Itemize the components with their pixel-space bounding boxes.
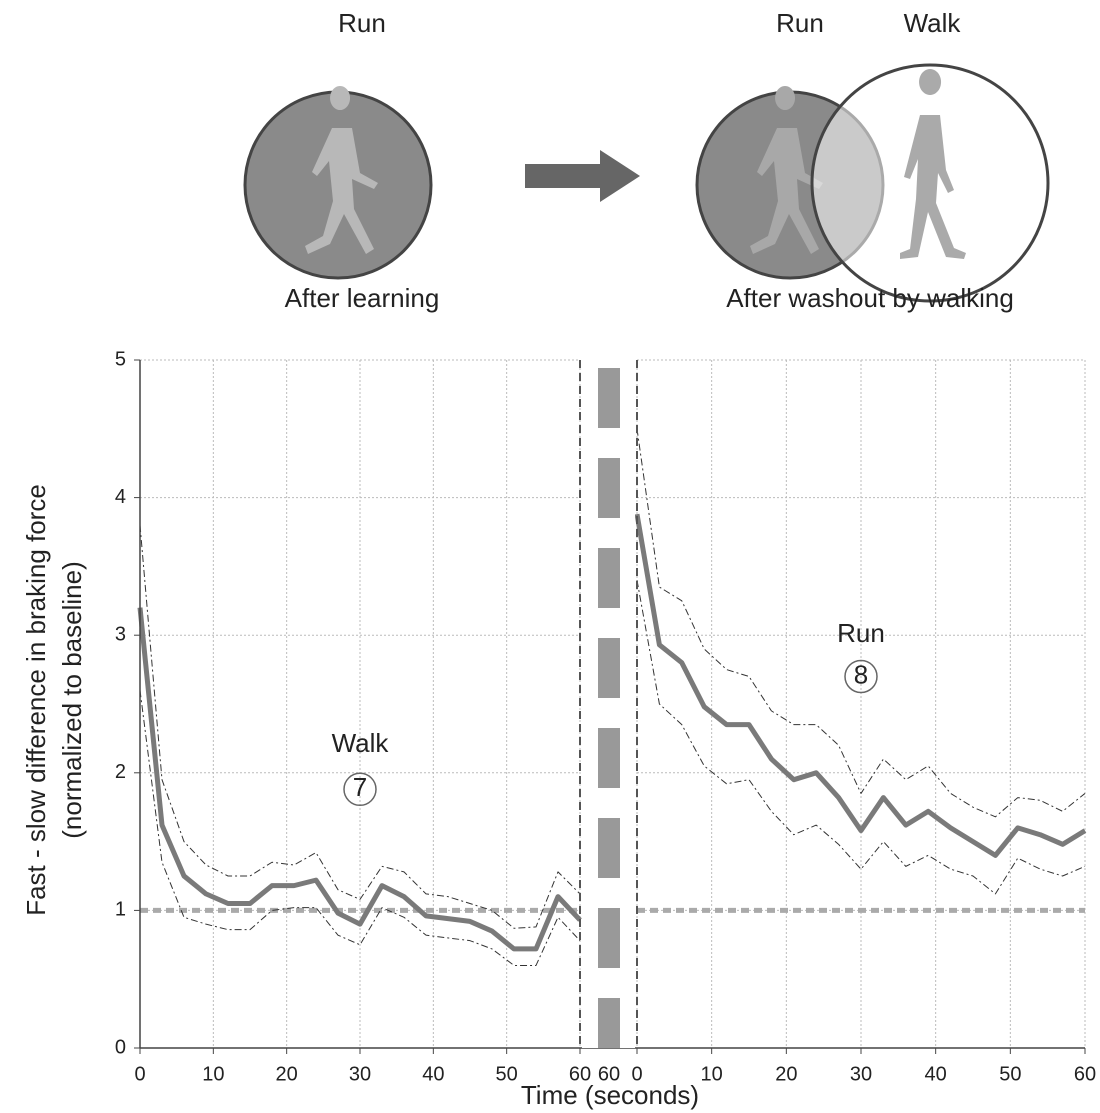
walker-icon bbox=[900, 69, 966, 259]
x-tick-label: 30 bbox=[850, 1063, 872, 1085]
annotation: Walk bbox=[332, 728, 390, 758]
y-tick-label: 0 bbox=[115, 1036, 126, 1058]
x-tick-label: 10 bbox=[701, 1063, 723, 1085]
y-axis-label: Fast - slow difference in braking force bbox=[21, 484, 51, 916]
series-line bbox=[139, 525, 581, 929]
runner-icon bbox=[305, 86, 378, 255]
x-tick-label: 20 bbox=[276, 1063, 298, 1085]
series-line bbox=[137, 607, 582, 952]
x-tick-label: 60 bbox=[598, 1063, 620, 1085]
y-tick-label: 5 bbox=[115, 348, 126, 370]
y-tick-label: 1 bbox=[115, 899, 126, 921]
x-tick-label: 60 bbox=[569, 1063, 591, 1085]
caption: After learning bbox=[285, 283, 440, 313]
runner-icon bbox=[750, 86, 823, 255]
label: Run bbox=[776, 8, 824, 38]
series-line bbox=[634, 513, 1087, 858]
x-tick-label: 50 bbox=[496, 1063, 518, 1085]
annotation: Run bbox=[837, 618, 885, 648]
label: Run bbox=[338, 8, 386, 38]
y-tick-label: 3 bbox=[115, 623, 126, 645]
annotation: 7 bbox=[353, 772, 367, 802]
x-tick-label: 50 bbox=[999, 1063, 1021, 1085]
annotation-circle bbox=[343, 772, 377, 807]
x-tick-label: 40 bbox=[925, 1063, 947, 1085]
x-tick-label: 0 bbox=[631, 1063, 642, 1085]
y-axis-label: (normalized to baseline) bbox=[57, 561, 87, 838]
x-tick-label: 40 bbox=[422, 1063, 444, 1085]
label: Walk bbox=[904, 8, 962, 38]
series-line bbox=[636, 580, 1086, 895]
annotation: 8 bbox=[854, 659, 868, 689]
x-axis-label: Time (seconds) bbox=[521, 1080, 699, 1110]
caption: After washout by walking bbox=[726, 283, 1014, 313]
arrow bbox=[525, 150, 640, 202]
x-tick-label: 10 bbox=[202, 1063, 224, 1085]
y-tick-label: 4 bbox=[115, 486, 126, 508]
y-tick-label: 2 bbox=[115, 761, 126, 783]
x-tick-label: 30 bbox=[349, 1063, 371, 1085]
x-tick-label: 0 bbox=[134, 1063, 145, 1085]
annotation-circle bbox=[844, 659, 878, 694]
series-line bbox=[636, 428, 1086, 818]
diagram: Run After learning Run Walk After washou… bbox=[243, 8, 1050, 313]
x-tick-label: 20 bbox=[775, 1063, 797, 1085]
x-tick-label: 60 bbox=[1074, 1063, 1096, 1085]
